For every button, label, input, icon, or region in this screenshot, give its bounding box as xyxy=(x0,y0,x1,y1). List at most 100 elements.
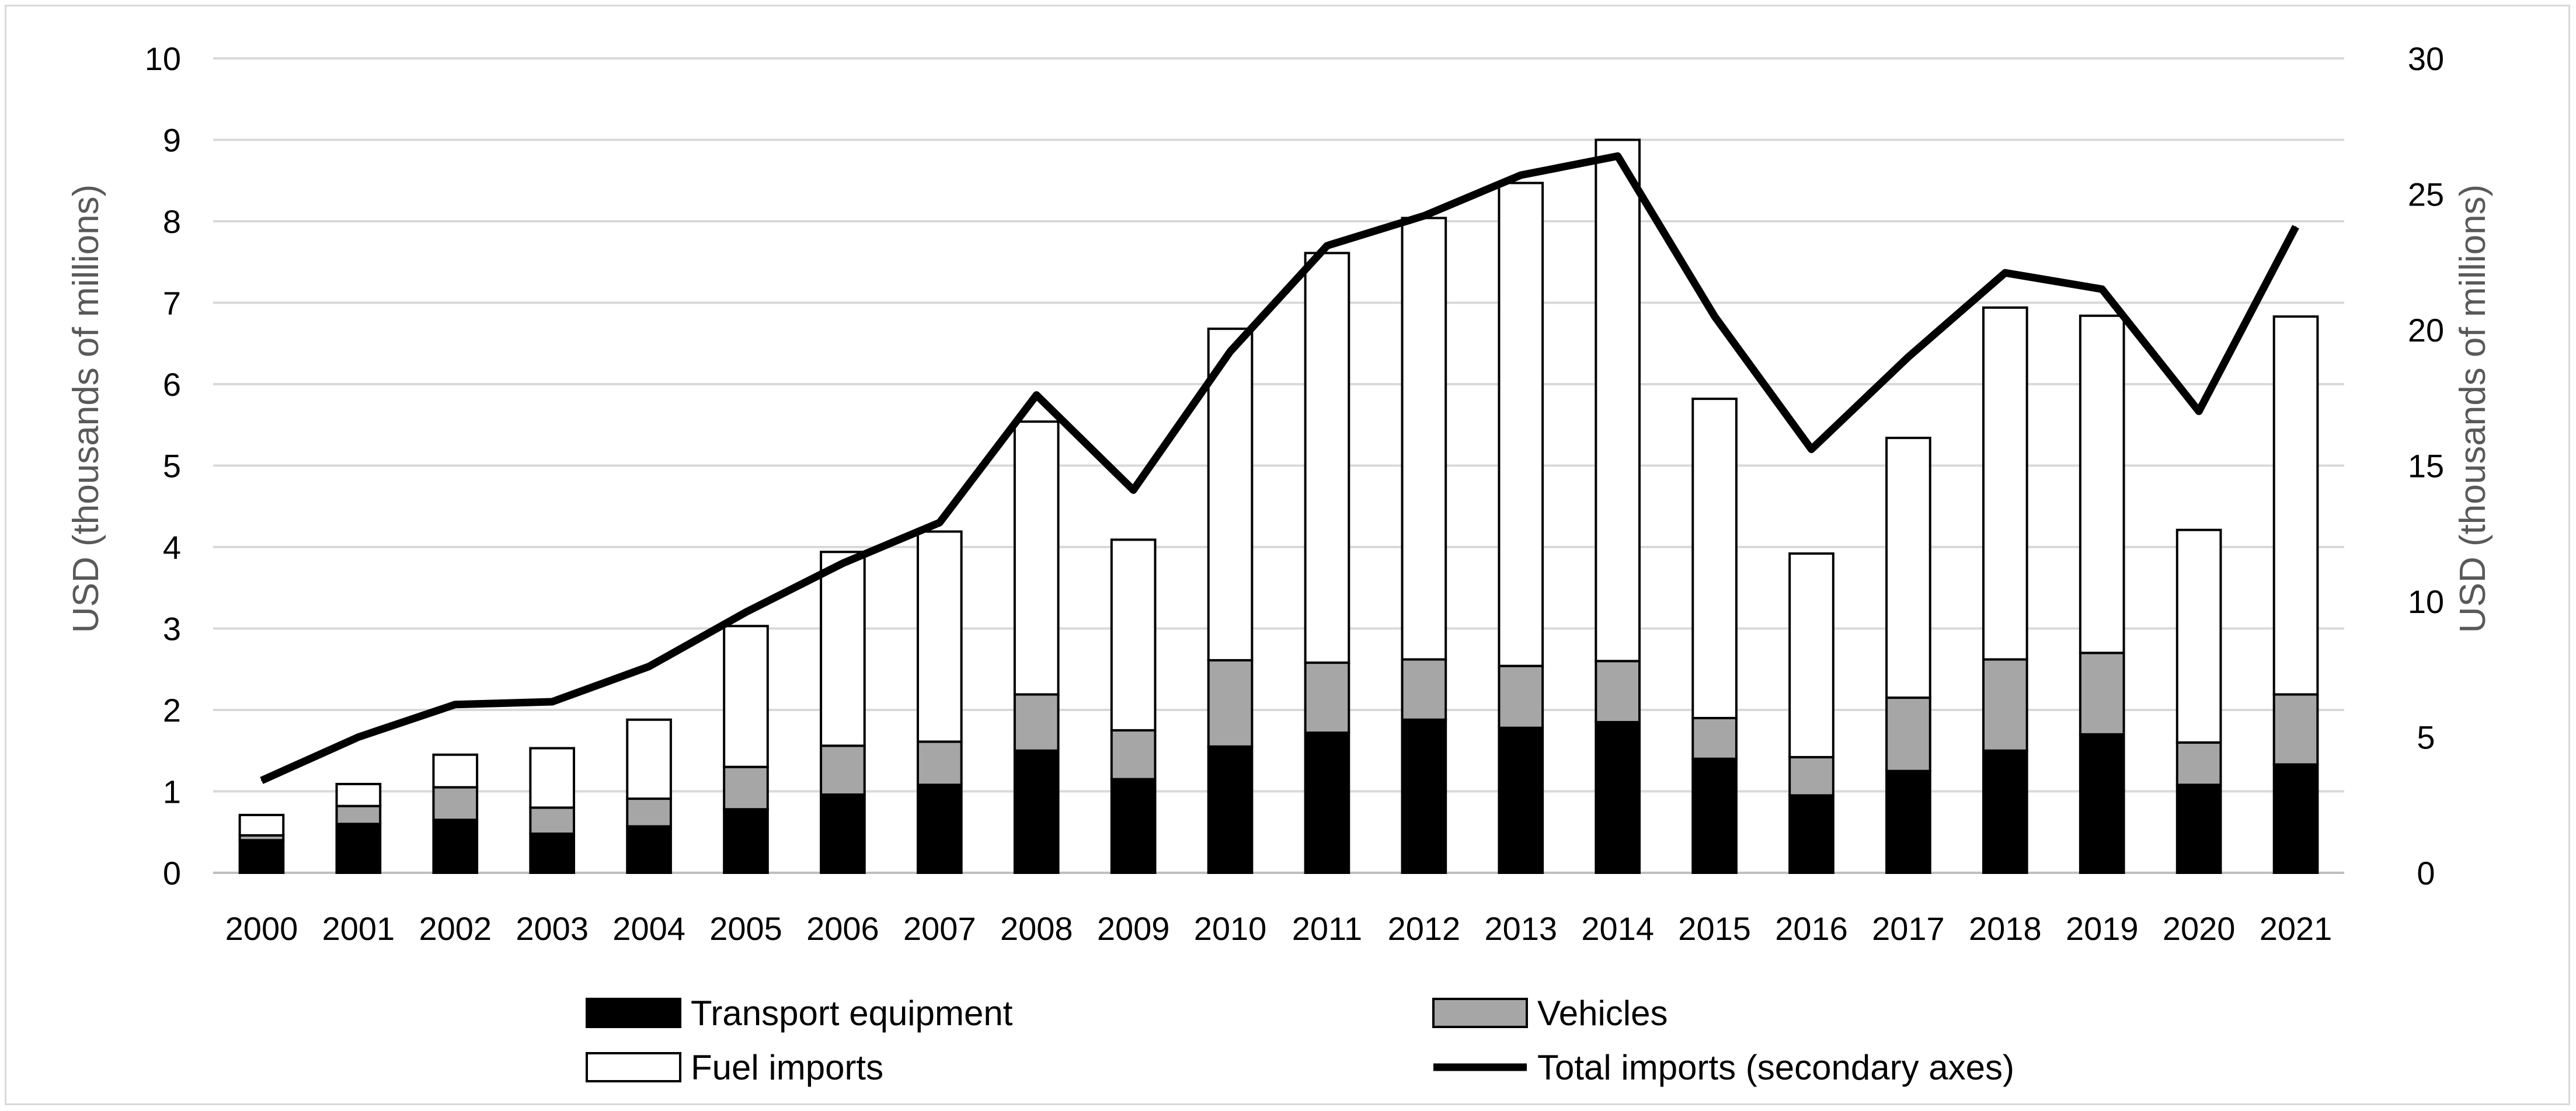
x-tick-label: 2002 xyxy=(419,910,492,947)
bar-vehicles-2012 xyxy=(1401,658,1447,721)
y-left-tick-label: 9 xyxy=(163,122,181,159)
bar-fuel-imports-2011 xyxy=(1304,252,1350,664)
bar-transport-equipment-2003 xyxy=(529,833,576,875)
bar-fuel-imports-2003 xyxy=(529,747,576,809)
line-point-2017 xyxy=(1907,356,1909,358)
x-tick-label: 2019 xyxy=(2066,910,2139,947)
line-point-2019 xyxy=(2101,288,2103,290)
y-left-tick-label: 5 xyxy=(163,448,181,485)
line-series xyxy=(260,152,2299,784)
y-axis-left-title: USD (thousands of millions) xyxy=(66,184,106,633)
bar-transport-equipment-2010 xyxy=(1207,745,1254,875)
bar-fuel-imports-2007 xyxy=(916,530,963,743)
bar-fuel-imports-2004 xyxy=(626,718,672,800)
legend-vehicles-swatch xyxy=(1432,998,1528,1028)
bar-fuel-imports-2017 xyxy=(1885,437,1931,699)
line-point-2014 xyxy=(1617,155,1618,157)
line-point-2010 xyxy=(1230,351,1231,353)
bar-vehicles-2013 xyxy=(1498,664,1544,729)
bar-transport-equipment-2009 xyxy=(1110,778,1157,874)
bar-transport-equipment-2018 xyxy=(1982,749,2028,874)
x-tick-label: 2014 xyxy=(1581,910,1654,947)
bar-fuel-imports-2014 xyxy=(1595,138,1641,663)
bar-vehicles-2003 xyxy=(529,806,576,835)
x-tick-label: 2001 xyxy=(322,910,395,947)
bar-transport-equipment-2012 xyxy=(1401,718,1447,874)
y-left-tick-label: 3 xyxy=(163,611,181,647)
y-right-tick-label: 15 xyxy=(2408,448,2444,485)
bar-fuel-imports-2008 xyxy=(1013,420,1060,696)
line-point-2002 xyxy=(454,703,456,705)
bar-vehicles-2015 xyxy=(1691,716,1738,760)
y-left-tick-label: 8 xyxy=(163,203,181,240)
y-right-tick-label: 10 xyxy=(2408,583,2444,620)
legend-fuel-imports-label: Fuel imports xyxy=(691,1048,883,1087)
line-point-2006 xyxy=(842,562,844,564)
bar-vehicles-2016 xyxy=(1788,755,1834,797)
legend: Transport equipment Vehicles Fuel imports T… xyxy=(586,994,2014,1087)
bar-transport-equipment-2019 xyxy=(2079,733,2125,874)
bar-fuel-imports-2012 xyxy=(1401,217,1447,661)
bar-transport-equipment-2011 xyxy=(1304,732,1350,875)
bar-transport-equipment-2015 xyxy=(1691,757,1738,874)
y-left-tick-label: 6 xyxy=(163,366,181,403)
x-tick-label: 2020 xyxy=(2163,910,2236,947)
x-tick-label: 2004 xyxy=(612,910,685,947)
legend-transport-equipment-swatch xyxy=(586,998,681,1028)
bar-fuel-imports-2006 xyxy=(820,551,866,747)
y-left-tick-label: 2 xyxy=(163,692,181,729)
x-tick-label: 2007 xyxy=(903,910,976,947)
line-point-2009 xyxy=(1133,489,1134,491)
x-tick-label: 2006 xyxy=(806,910,879,947)
bar-transport-equipment-2021 xyxy=(2272,763,2319,874)
x-tick-label: 2021 xyxy=(2260,910,2333,947)
bar-fuel-imports-2021 xyxy=(2272,315,2319,696)
legend-total-imports-secondary-axes-label: Total imports (secondary axes) xyxy=(1537,1048,2014,1087)
y-right-tick-label: 5 xyxy=(2417,719,2435,756)
bar-transport-equipment-2005 xyxy=(723,808,769,874)
line-point-2013 xyxy=(1520,174,1522,176)
line-point-2000 xyxy=(260,779,262,781)
x-tick-label: 2000 xyxy=(225,910,298,947)
bar-transport-equipment-2006 xyxy=(820,793,866,874)
x-tick-label: 2017 xyxy=(1872,910,1945,947)
bar-vehicles-2019 xyxy=(2079,652,2125,736)
bar-vehicles-2021 xyxy=(2272,693,2319,766)
line-point-2020 xyxy=(2198,410,2200,412)
y-left-tick-label: 1 xyxy=(163,774,181,810)
x-tick-label: 2016 xyxy=(1775,910,1848,947)
bar-vehicles-2002 xyxy=(432,786,479,821)
bar-vehicles-2008 xyxy=(1013,693,1060,752)
bar-vehicles-2014 xyxy=(1595,660,1641,723)
line-point-2016 xyxy=(1811,448,1812,450)
legend-transport-equipment-label: Transport equipment xyxy=(691,994,1013,1033)
y-right-tick-label: 25 xyxy=(2408,176,2444,213)
bar-fuel-imports-2013 xyxy=(1498,182,1544,667)
line-point-2015 xyxy=(1714,315,1715,317)
chart-frame xyxy=(5,5,2570,1105)
bar-transport-equipment-2007 xyxy=(916,783,963,874)
bar-fuel-imports-2020 xyxy=(2175,528,2222,744)
bar-transport-equipment-2016 xyxy=(1788,794,1834,874)
bar-vehicles-2020 xyxy=(2175,741,2222,786)
legend-fuel-imports-swatch xyxy=(586,1052,681,1082)
line-point-2005 xyxy=(745,611,747,613)
bar-fuel-imports-2001 xyxy=(335,782,382,807)
x-tick-label: 2005 xyxy=(709,910,782,947)
x-axis-ticks: 2000 2001 2002 2003 2004 2005 2006 2007 2008 2009… xyxy=(225,910,2333,947)
bar-vehicles-2010 xyxy=(1207,659,1254,748)
x-tick-label: 2012 xyxy=(1388,910,1461,947)
bar-transport-equipment-2013 xyxy=(1498,726,1544,874)
y-left-tick-label: 7 xyxy=(163,285,181,322)
bar-vehicles-2006 xyxy=(820,744,866,796)
x-tick-label: 2011 xyxy=(1292,910,1362,947)
y-axis-right-ticks: 0 5 10 15 20 25 30 xyxy=(2408,40,2444,891)
line-total-imports xyxy=(260,152,2299,784)
bar-fuel-imports-2015 xyxy=(1691,398,1738,719)
line-point-2007 xyxy=(939,522,941,524)
y-right-tick-label: 0 xyxy=(2417,855,2435,891)
bar-transport-equipment-2017 xyxy=(1885,769,1931,874)
bar-vehicles-2017 xyxy=(1885,696,1931,772)
y-axis-right-title: USD (thousands of millions) xyxy=(2453,184,2493,633)
